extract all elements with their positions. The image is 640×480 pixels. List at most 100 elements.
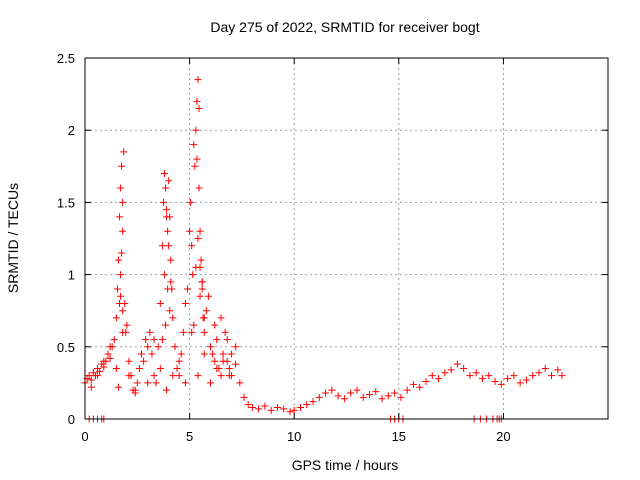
data-point	[114, 383, 122, 391]
data-point	[197, 256, 205, 264]
data-point	[188, 328, 196, 336]
data-point	[227, 350, 235, 358]
data-point	[217, 372, 225, 380]
data-point	[118, 249, 126, 257]
y-tick-label: 2.5	[57, 51, 75, 66]
data-point	[163, 386, 171, 394]
data-point	[160, 271, 168, 279]
data-point	[535, 369, 543, 377]
data-point	[485, 372, 493, 380]
data-point	[554, 366, 562, 374]
data-point	[186, 227, 194, 235]
data-point	[110, 336, 118, 344]
data-point	[219, 357, 227, 365]
data-point	[207, 343, 215, 351]
y-tick-label: 1.5	[57, 195, 75, 210]
data-point	[196, 292, 204, 300]
data-point	[118, 162, 126, 170]
data-point	[334, 392, 342, 400]
x-axis-label: GPS time / hours	[292, 457, 399, 473]
data-point	[96, 367, 104, 375]
data-point	[188, 242, 196, 250]
x-tick-label: 10	[287, 429, 301, 444]
data-point	[116, 213, 124, 221]
data-point	[472, 369, 480, 377]
x-tick-label: 20	[496, 429, 510, 444]
data-point	[491, 377, 499, 385]
data-point	[290, 406, 298, 414]
grid-layer	[85, 58, 608, 419]
data-point	[200, 314, 208, 322]
data-point	[165, 242, 173, 250]
data-point	[219, 350, 227, 358]
data-point	[548, 372, 556, 380]
data-point	[209, 350, 217, 358]
data-point	[529, 372, 537, 380]
data-point	[87, 376, 95, 384]
data-point	[194, 372, 202, 380]
data-point	[87, 383, 95, 391]
data-point	[286, 408, 294, 416]
data-point	[117, 184, 125, 192]
data-point	[240, 393, 248, 401]
data-point	[189, 271, 197, 279]
data-point	[150, 372, 158, 380]
data-point	[125, 372, 133, 380]
data-point	[196, 263, 204, 271]
data-point	[422, 377, 430, 385]
data-point	[309, 398, 317, 406]
data-point	[353, 386, 361, 394]
data-point	[200, 328, 208, 336]
data-point	[117, 271, 125, 279]
data-point	[187, 198, 195, 206]
data-point	[119, 198, 127, 206]
data-point	[409, 380, 417, 388]
data-point	[196, 227, 204, 235]
data-point	[177, 350, 185, 358]
data-point	[223, 336, 231, 344]
data-point	[213, 364, 221, 372]
data-point	[152, 379, 160, 387]
data-point	[207, 379, 215, 387]
data-point	[114, 256, 122, 264]
data-point	[169, 314, 177, 322]
data-point	[154, 343, 162, 351]
data-point	[236, 379, 244, 387]
data-point	[116, 299, 124, 307]
data-point	[340, 395, 348, 403]
data-point	[193, 155, 201, 163]
data-point	[244, 401, 252, 409]
data-point	[133, 379, 141, 387]
data-point	[112, 314, 120, 322]
data-point	[504, 375, 512, 383]
data-point	[120, 148, 128, 156]
data-point	[315, 393, 323, 401]
data-point	[192, 126, 200, 134]
data-point	[137, 350, 145, 358]
data-point	[372, 388, 380, 396]
x-tick-label: 0	[81, 429, 88, 444]
ticks-layer: 0 5 10 15 20 0 0.5 1 1.5 2 2.5	[57, 51, 608, 444]
data-point	[541, 364, 549, 372]
data-point	[211, 357, 219, 365]
data-point	[156, 299, 164, 307]
data-point	[148, 350, 156, 358]
data-point	[403, 386, 411, 394]
data-point	[173, 364, 181, 372]
data-point	[347, 389, 355, 397]
data-point	[119, 227, 127, 235]
data-point	[366, 390, 374, 398]
data-point	[142, 336, 150, 344]
data-point	[158, 242, 166, 250]
data-point	[85, 372, 93, 380]
data-point	[184, 285, 192, 293]
data-point	[163, 206, 171, 214]
data-point	[165, 177, 173, 185]
data-point	[255, 405, 263, 413]
data-point	[202, 307, 210, 315]
data-point	[497, 380, 505, 388]
data-point	[160, 170, 168, 178]
data-point	[322, 389, 330, 397]
data-point	[225, 372, 233, 380]
y-tick-label: 0.5	[57, 340, 75, 355]
